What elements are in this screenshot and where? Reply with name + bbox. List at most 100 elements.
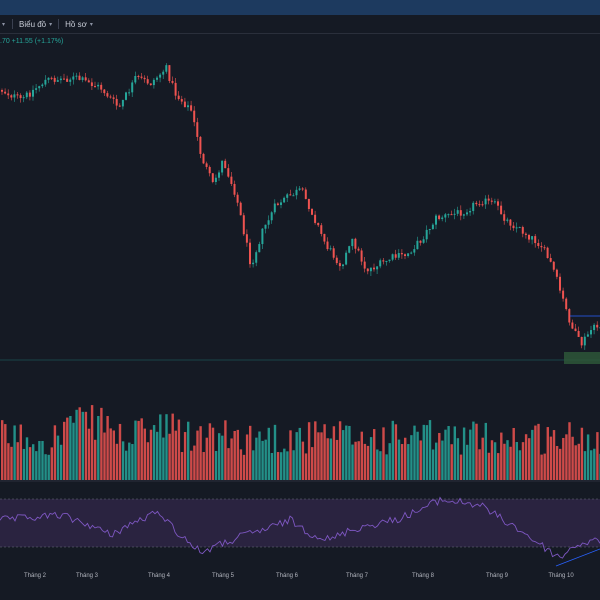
candle[interactable] <box>187 105 189 108</box>
candle[interactable] <box>140 76 143 78</box>
candle[interactable] <box>35 88 38 90</box>
candle[interactable] <box>159 74 162 78</box>
candle[interactable] <box>357 248 360 251</box>
tab-chart[interactable]: Biểu đồ ▾ <box>13 15 58 33</box>
candle[interactable] <box>379 260 382 267</box>
candle[interactable] <box>125 92 127 100</box>
candle[interactable] <box>410 252 413 254</box>
candle[interactable] <box>276 203 279 205</box>
candle[interactable] <box>407 253 410 257</box>
candle[interactable] <box>462 214 465 216</box>
candle[interactable] <box>369 267 372 272</box>
candle[interactable] <box>180 99 183 102</box>
candle[interactable] <box>590 330 592 335</box>
candle[interactable] <box>193 110 196 123</box>
candle[interactable] <box>528 234 530 240</box>
tab-first[interactable]: ▾ <box>0 15 12 33</box>
candle[interactable] <box>50 77 53 79</box>
candle[interactable] <box>394 254 397 258</box>
candle[interactable] <box>1 90 3 92</box>
candle[interactable] <box>32 89 34 97</box>
candle[interactable] <box>152 79 155 86</box>
candle[interactable] <box>224 160 227 169</box>
candle[interactable] <box>487 198 490 201</box>
candle[interactable] <box>190 105 193 111</box>
candle[interactable] <box>171 80 174 83</box>
candle[interactable] <box>500 205 503 215</box>
candle[interactable] <box>416 240 419 250</box>
candle[interactable] <box>450 214 453 216</box>
candle[interactable] <box>177 95 180 100</box>
candle[interactable] <box>323 233 326 242</box>
candle[interactable] <box>385 260 388 262</box>
candle[interactable] <box>438 215 441 220</box>
candle[interactable] <box>165 65 168 72</box>
candle[interactable] <box>583 336 586 346</box>
candle[interactable] <box>168 65 171 81</box>
candle[interactable] <box>311 208 313 215</box>
rsi-trend-line[interactable] <box>555 548 600 567</box>
candle[interactable] <box>261 228 264 245</box>
candle[interactable] <box>521 227 524 234</box>
candle[interactable] <box>4 91 7 94</box>
candle[interactable] <box>559 276 561 291</box>
candle[interactable] <box>577 330 580 337</box>
candle[interactable] <box>478 204 481 206</box>
candle[interactable] <box>466 212 468 215</box>
candle[interactable] <box>7 93 10 96</box>
candle[interactable] <box>298 188 301 190</box>
candle[interactable] <box>373 267 375 270</box>
candle[interactable] <box>249 242 251 265</box>
candle[interactable] <box>94 86 96 88</box>
candle[interactable] <box>28 92 31 97</box>
candle[interactable] <box>580 336 583 346</box>
candle[interactable] <box>326 241 329 250</box>
candle[interactable] <box>87 80 90 83</box>
candle[interactable] <box>562 290 565 299</box>
support-zone[interactable] <box>564 352 600 364</box>
candle[interactable] <box>317 222 320 226</box>
candle[interactable] <box>586 334 589 337</box>
candle[interactable] <box>205 163 208 167</box>
candle[interactable] <box>90 82 93 87</box>
candle[interactable] <box>199 136 202 154</box>
candle[interactable] <box>509 219 512 226</box>
candle[interactable] <box>497 201 499 206</box>
candle[interactable] <box>202 153 205 164</box>
candle[interactable] <box>267 220 270 225</box>
candle[interactable] <box>162 71 165 75</box>
candle[interactable] <box>273 203 276 213</box>
candle[interactable] <box>69 79 72 82</box>
candle[interactable] <box>59 78 62 81</box>
candle[interactable] <box>338 263 341 267</box>
candle[interactable] <box>354 238 357 249</box>
candle[interactable] <box>552 261 555 270</box>
candle[interactable] <box>441 217 444 220</box>
candle[interactable] <box>19 95 22 99</box>
candle[interactable] <box>596 324 599 328</box>
candle[interactable] <box>292 195 295 197</box>
candle[interactable] <box>115 98 118 106</box>
candle[interactable] <box>149 83 152 86</box>
candle[interactable] <box>534 236 537 244</box>
candle[interactable] <box>456 210 459 214</box>
candle[interactable] <box>503 214 506 221</box>
candle[interactable] <box>245 234 248 243</box>
candle[interactable] <box>546 247 549 259</box>
candle[interactable] <box>431 224 434 230</box>
candle[interactable] <box>41 84 44 87</box>
candle[interactable] <box>413 249 416 253</box>
candle[interactable] <box>25 92 28 98</box>
candle[interactable] <box>53 77 56 82</box>
candle[interactable] <box>419 240 422 243</box>
candle[interactable] <box>518 227 521 229</box>
candle[interactable] <box>174 82 177 96</box>
candle[interactable] <box>214 177 217 182</box>
candle[interactable] <box>239 202 242 216</box>
candle[interactable] <box>512 225 515 229</box>
candle[interactable] <box>233 183 236 195</box>
candle[interactable] <box>332 248 335 258</box>
candle[interactable] <box>469 210 472 213</box>
tab-profile[interactable]: Hồ sơ ▾ <box>59 15 99 33</box>
